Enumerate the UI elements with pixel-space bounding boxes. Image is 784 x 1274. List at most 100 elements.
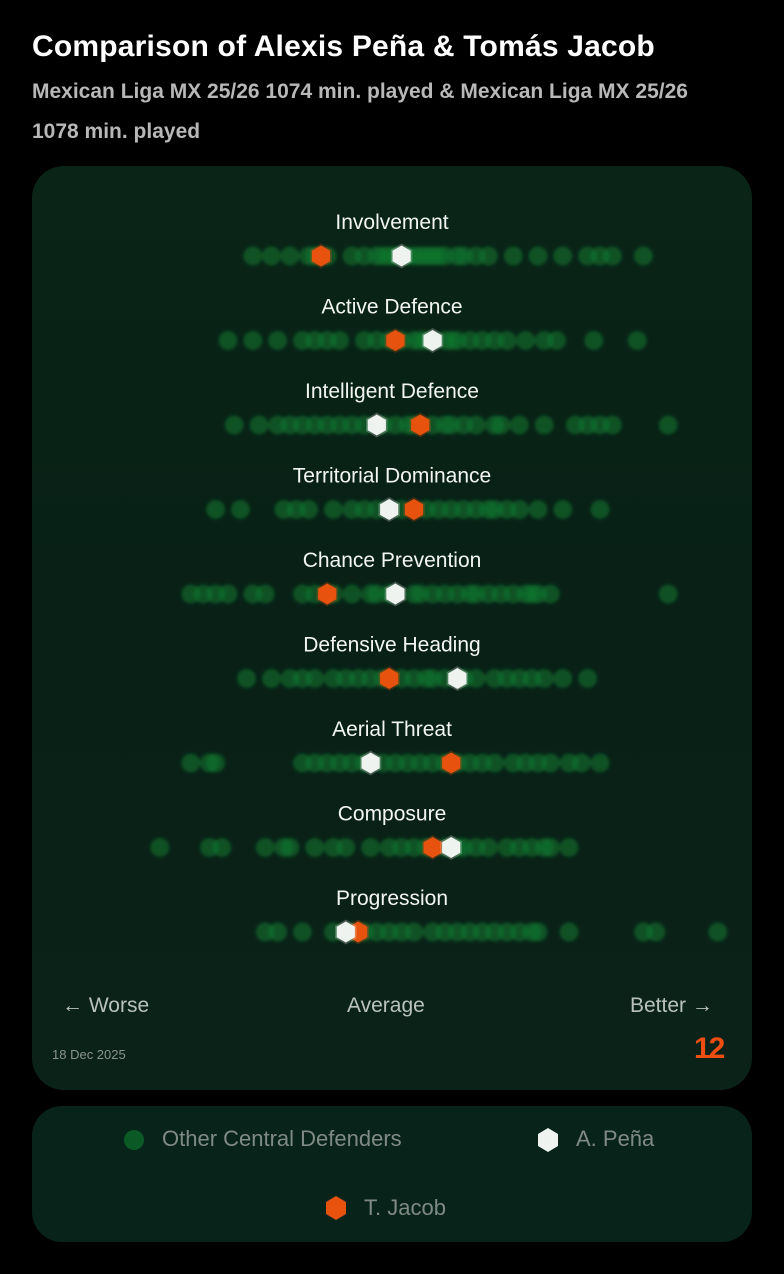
page-subtitle: Mexican Liga MX 25/26 1074 min. played &… — [32, 80, 688, 143]
metric-row: Involvement — [60, 211, 724, 269]
other-defender-dot — [292, 922, 312, 942]
other-defender-dot — [633, 246, 653, 266]
other-defender-dot — [534, 415, 554, 435]
pena-marker — [386, 583, 405, 605]
other-defender-dot — [540, 838, 560, 857]
pena-marker — [361, 752, 380, 774]
legend-jacob-marker — [326, 1196, 346, 1220]
other-defender-dot — [534, 669, 554, 688]
pena-marker — [380, 499, 399, 520]
metric-label: Territorial Dominance — [293, 465, 491, 488]
jacob-marker — [311, 245, 331, 267]
other-defender-dot — [404, 922, 424, 942]
pena-marker — [336, 921, 355, 943]
other-defender-dot — [658, 584, 678, 604]
other-defender-dot — [540, 584, 560, 604]
other-defender-dot — [627, 331, 647, 350]
other-defender-dot — [559, 838, 579, 857]
metric-row: Intelligent Defence — [60, 380, 724, 438]
other-defender-dot — [466, 415, 486, 435]
other-defender-dot — [509, 500, 529, 519]
other-defender-dot — [305, 838, 325, 857]
other-defender-dot — [336, 838, 356, 857]
legend-others-marker — [124, 1130, 144, 1150]
others-dots — [237, 669, 598, 688]
other-defender-dot — [516, 331, 536, 350]
other-defender-dot — [261, 669, 281, 688]
other-defender-dot — [224, 415, 244, 435]
other-defender-dot — [503, 246, 523, 266]
other-defender-dot — [299, 500, 319, 519]
other-defender-dot — [268, 331, 288, 350]
other-defender-dot — [218, 584, 238, 604]
metric-row: Territorial Dominance — [60, 465, 724, 522]
metric-row: Defensive Heading — [60, 634, 724, 691]
other-defender-dot — [553, 669, 573, 688]
legend-pena-label: A. Peña — [576, 1126, 655, 1151]
metric-label: Composure — [338, 803, 447, 826]
other-defender-dot — [528, 500, 548, 519]
jacob-marker — [386, 330, 405, 351]
other-defender-dot — [212, 838, 232, 857]
other-defender-dot — [342, 584, 362, 604]
other-defender-dot — [243, 331, 263, 350]
other-defender-dot — [509, 415, 529, 435]
legend-pena-marker — [538, 1128, 558, 1152]
others-dots — [181, 584, 678, 604]
other-defender-dot — [491, 415, 511, 435]
axis-worse-label: ← Worse — [62, 994, 150, 1017]
pena-marker — [392, 245, 411, 267]
other-defender-dot — [466, 669, 486, 688]
other-defender-dot — [478, 838, 498, 857]
other-defender-dot — [602, 246, 622, 266]
other-defender-dot — [528, 246, 548, 266]
other-defender-dot — [206, 753, 226, 773]
other-defender-dot — [602, 415, 622, 435]
metric-label: Involvement — [335, 211, 448, 234]
legend-others-label: Other Central Defenders — [162, 1126, 402, 1151]
other-defender-dot — [280, 838, 300, 857]
page-title: Comparison of Alexis Peña & Tomás Jacob — [32, 30, 655, 63]
metric-row: Active Defence — [60, 296, 724, 353]
other-defender-dot — [658, 415, 678, 435]
metric-label: Intelligent Defence — [305, 380, 479, 403]
jacob-marker — [318, 583, 337, 605]
legend-jacob-label: T. Jacob — [364, 1195, 446, 1220]
other-defender-dot — [330, 331, 350, 350]
jacob-marker — [404, 499, 424, 520]
other-defender-dot — [150, 838, 170, 857]
metric-row: Chance Prevention — [60, 549, 724, 607]
other-defender-dot — [540, 753, 560, 773]
other-defender-dot — [268, 922, 288, 942]
others-dots — [150, 838, 579, 857]
jacob-marker — [442, 752, 461, 774]
other-defender-dot — [206, 500, 226, 519]
metric-label: Defensive Heading — [303, 634, 480, 657]
others-dots — [255, 922, 728, 942]
other-defender-dot — [305, 669, 325, 688]
others-dots — [243, 246, 653, 266]
metric-label: Aerial Threat — [332, 718, 452, 741]
other-defender-dot — [261, 246, 281, 266]
metric-row: Composure — [60, 803, 724, 860]
jacob-marker — [411, 414, 430, 436]
jacob-marker — [423, 837, 442, 858]
pena-marker — [442, 837, 461, 858]
metric-label: Active Defence — [321, 296, 462, 319]
date-stamp: 18 Dec 2025 — [52, 1047, 126, 1062]
other-defender-dot — [547, 331, 567, 350]
legend: Other Central Defenders A. Peña T. Jacob — [32, 1106, 752, 1242]
other-defender-dot — [323, 500, 343, 519]
other-defender-dot — [571, 753, 591, 773]
pena-marker — [367, 414, 386, 436]
pena-marker — [448, 668, 467, 689]
axis-better-label: Better → — [630, 994, 713, 1017]
other-defender-dot — [280, 246, 300, 266]
others-dots — [224, 415, 678, 435]
other-defender-dot — [553, 246, 573, 266]
metric-label: Chance Prevention — [303, 549, 482, 572]
other-defender-dot — [528, 922, 548, 942]
other-defender-dot — [230, 500, 250, 519]
metric-row: Aerial Threat — [60, 718, 724, 776]
